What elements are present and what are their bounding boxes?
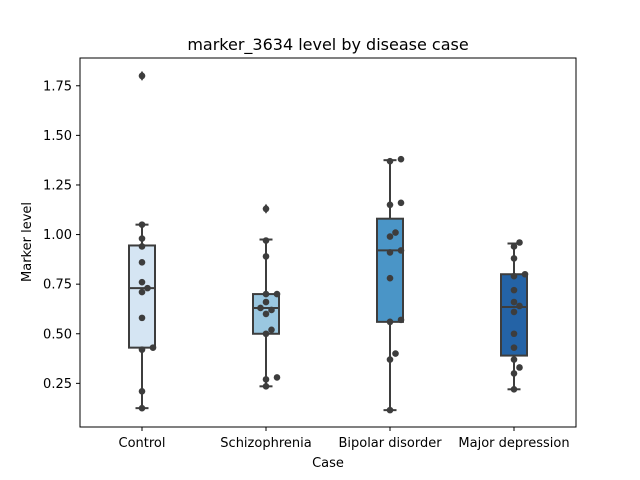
data-point xyxy=(138,346,146,353)
data-point xyxy=(138,314,146,322)
data-point xyxy=(397,247,405,254)
data-point xyxy=(138,259,146,266)
data-point xyxy=(262,376,270,383)
plot-frame xyxy=(79,57,577,428)
data-point xyxy=(268,326,275,334)
data-point xyxy=(510,286,518,294)
data-point xyxy=(397,316,405,324)
data-point xyxy=(386,201,394,209)
x-axis-label: Case xyxy=(312,456,344,471)
data-point xyxy=(397,199,405,207)
data-point xyxy=(386,318,394,326)
data-point xyxy=(386,157,394,165)
data-point xyxy=(510,356,518,363)
y-tick-label: 0.25 xyxy=(43,377,72,392)
data-point xyxy=(521,270,529,278)
data-point xyxy=(386,233,394,240)
y-tick-label: 1.25 xyxy=(43,178,72,193)
data-point xyxy=(138,72,146,80)
x-tick-label: Schizophrenia xyxy=(220,436,311,451)
data-point xyxy=(510,344,518,351)
data-point xyxy=(262,237,270,244)
data-point xyxy=(262,330,270,338)
data-point xyxy=(510,308,518,316)
data-point xyxy=(392,350,399,357)
data-point xyxy=(516,239,523,246)
data-point xyxy=(386,274,394,282)
data-point xyxy=(510,243,518,250)
data-point xyxy=(510,370,518,377)
data-point xyxy=(397,155,405,163)
data-point xyxy=(138,387,146,395)
data-point xyxy=(386,249,394,256)
y-tick-label: 1.00 xyxy=(43,228,72,243)
y-tick-label: 0.50 xyxy=(43,327,72,342)
plot-area: 0.25 0.50 0.75 1.00 1.25 1.50 1.75 Control Schiz… xyxy=(43,57,577,451)
x-tick-label: Control xyxy=(119,436,166,451)
data-point xyxy=(138,221,146,228)
data-point xyxy=(138,278,146,286)
data-point xyxy=(510,298,518,306)
data-point xyxy=(262,298,270,306)
data-point xyxy=(510,330,518,338)
data-point xyxy=(516,364,523,371)
data-point xyxy=(262,383,270,390)
data-point xyxy=(138,404,146,412)
data-point xyxy=(516,302,523,310)
data-point xyxy=(138,243,146,250)
data-point xyxy=(386,356,394,363)
y-tick-label: 1.75 xyxy=(43,79,72,94)
data-point xyxy=(262,290,270,298)
data-point xyxy=(138,235,146,242)
chart-title: marker_3634 level by disease case xyxy=(187,35,468,55)
data-point xyxy=(386,406,394,414)
data-point xyxy=(268,306,275,314)
x-tick-label: Bipolar disorder xyxy=(338,436,442,451)
data-point xyxy=(392,229,399,236)
y-tick-label: 0.75 xyxy=(43,278,72,293)
data-point xyxy=(262,253,270,260)
y-axis-label: Marker level xyxy=(20,202,35,282)
data-point xyxy=(510,386,518,393)
x-tick-label: Major depression xyxy=(458,436,569,451)
data-point xyxy=(262,310,270,318)
data-point xyxy=(262,205,270,213)
y-tick-label: 1.50 xyxy=(43,129,72,144)
data-point xyxy=(273,290,281,298)
data-point xyxy=(138,288,146,296)
data-point xyxy=(510,272,518,280)
data-point xyxy=(273,374,281,381)
data-point xyxy=(257,304,264,312)
data-point xyxy=(510,255,518,262)
data-point xyxy=(149,344,157,351)
data-point xyxy=(144,284,151,292)
